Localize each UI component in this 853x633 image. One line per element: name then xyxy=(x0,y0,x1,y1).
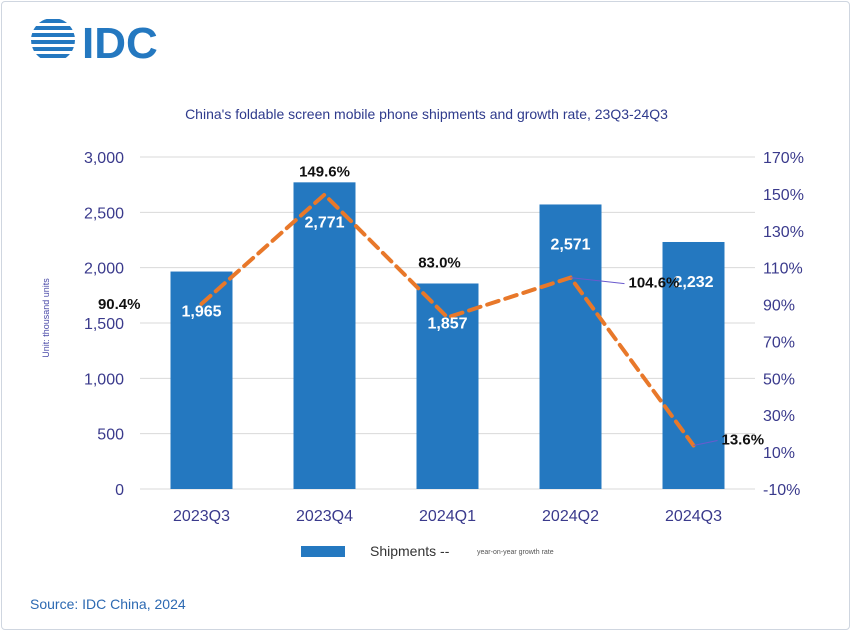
bar-value-label: 2,571 xyxy=(550,236,590,253)
x-tick-label: 2024Q3 xyxy=(665,508,722,525)
legend-label-growth-rate: year-on-year growth rate xyxy=(477,549,554,556)
bar-value-label: 2,232 xyxy=(673,274,713,291)
x-tick-label: 2023Q4 xyxy=(296,508,353,525)
bar xyxy=(539,204,602,489)
y-tick-label: 2,000 xyxy=(84,261,124,278)
bar xyxy=(662,241,725,489)
y2-tick-label: 110% xyxy=(763,261,803,278)
rate-leader-line xyxy=(570,277,625,285)
y-tick-label: 500 xyxy=(97,427,124,444)
growth-rate-label: 149.6% xyxy=(299,164,350,181)
y2-tick-label: 150% xyxy=(763,187,804,204)
y-tick-label: 3,000 xyxy=(84,150,124,167)
growth-rate-line xyxy=(199,191,696,448)
chart-title: China's foldable screen mobile phone shi… xyxy=(185,106,668,122)
legend-swatch-shipments xyxy=(301,546,345,557)
y-tick-label: 1,500 xyxy=(84,316,124,333)
y-tick-label: 1,000 xyxy=(84,371,124,388)
x-tick-label: 2023Q3 xyxy=(173,508,230,525)
growth-rate-label: 90.4% xyxy=(98,296,141,313)
idc-logo: IDC xyxy=(31,19,158,66)
growth-rate-label: 13.6% xyxy=(722,431,765,448)
y2-tick-label: 70% xyxy=(763,334,795,351)
bar xyxy=(293,182,356,490)
y2-tick-label: 90% xyxy=(763,298,795,315)
bar-value-label: 2,771 xyxy=(304,214,344,231)
y2-tick-label: 170% xyxy=(763,150,804,167)
source-note: Source: IDC China, 2024 xyxy=(30,596,186,612)
y2-tick-label: 10% xyxy=(763,445,795,462)
y-tick-label: 2,500 xyxy=(84,205,124,222)
legend-label-shipments: Shipments -- xyxy=(370,543,450,559)
rate-leader-line xyxy=(693,439,718,446)
y-tick-label: 0 xyxy=(115,482,124,499)
y2-tick-label: 130% xyxy=(763,224,804,241)
growth-rate-label: 104.6% xyxy=(629,275,680,292)
y2-tick-label: 50% xyxy=(763,371,795,388)
bar-value-label: 1,965 xyxy=(181,304,221,321)
bar-value-label: 1,857 xyxy=(427,315,467,332)
y2-tick-label: -10% xyxy=(763,482,800,499)
x-tick-label: 2024Q2 xyxy=(542,508,599,525)
y2-tick-label: 30% xyxy=(763,408,795,425)
logo-text: IDC xyxy=(82,19,158,66)
growth-rate-label: 83.0% xyxy=(418,254,461,271)
x-tick-label: 2024Q1 xyxy=(419,508,476,525)
bar xyxy=(170,271,233,489)
bar xyxy=(416,283,479,489)
